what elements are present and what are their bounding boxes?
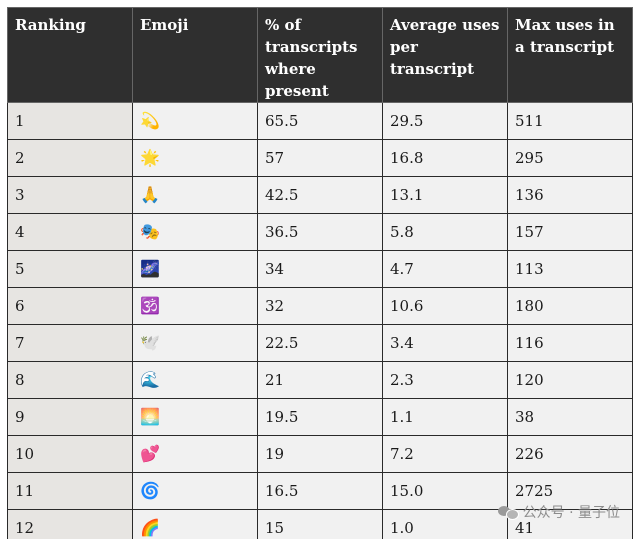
cell-max: 511 (507, 102, 633, 140)
header-average-uses: Average uses per transcript (382, 7, 508, 103)
cell-emoji: 🌅 (132, 398, 258, 436)
cell-emoji: 🙏 (132, 176, 258, 214)
cell-emoji: 🕊️ (132, 324, 258, 362)
header-percent-transcripts: % of transcripts where present (257, 7, 383, 103)
table-header: Ranking Emoji % of transcripts where pre… (7, 7, 633, 103)
watermark: 公众号 · 量子位 (497, 502, 620, 522)
cell-percent: 34 (257, 250, 383, 288)
cell-emoji: 🕉️ (132, 287, 258, 325)
cell-max: 226 (507, 435, 633, 473)
cell-percent: 36.5 (257, 213, 383, 251)
cell-percent: 42.5 (257, 176, 383, 214)
table-row: 4 🎭 36.5 5.8 157 (7, 213, 633, 251)
cell-max: 38 (507, 398, 633, 436)
cell-max: 180 (507, 287, 633, 325)
cell-average: 4.7 (382, 250, 508, 288)
cell-rank: 12 (7, 509, 133, 539)
watermark-text: 公众号 · 量子位 (522, 505, 620, 521)
cell-percent: 57 (257, 139, 383, 177)
cell-average: 10.6 (382, 287, 508, 325)
header-row: Ranking Emoji % of transcripts where pre… (7, 7, 633, 103)
cell-rank: 10 (7, 435, 133, 473)
cell-average: 16.8 (382, 139, 508, 177)
cell-max: 113 (507, 250, 633, 288)
table-row: 10 💕 19 7.2 226 (7, 435, 633, 473)
cell-emoji: 💫 (132, 102, 258, 140)
cell-emoji: 🎭 (132, 213, 258, 251)
cell-percent: 16.5 (257, 472, 383, 510)
cell-rank: 6 (7, 287, 133, 325)
cell-emoji: 🌟 (132, 139, 258, 177)
cell-max: 41 (507, 509, 633, 539)
cell-emoji: 🌀 (132, 472, 258, 510)
table-row: 6 🕉️ 32 10.6 180 (7, 287, 633, 325)
table-row: 11 🌀 16.5 15.0 2725 (7, 472, 633, 510)
cell-rank: 2 (7, 139, 133, 177)
table-row: 1 💫 65.5 29.5 511 (7, 102, 633, 140)
cell-rank: 5 (7, 250, 133, 288)
table-row: 7 🕊️ 22.5 3.4 116 (7, 324, 633, 362)
cell-average: 2.3 (382, 361, 508, 399)
table-row: 5 🌌 34 4.7 113 (7, 250, 633, 288)
table-row: 12 🌈 15 1.0 41 (7, 509, 633, 539)
table-row: 2 🌟 57 16.8 295 (7, 139, 633, 177)
header-emoji: Emoji (132, 7, 258, 103)
cell-emoji: 🌊 (132, 361, 258, 399)
cell-max: 116 (507, 324, 633, 362)
header-ranking: Ranking (7, 7, 133, 103)
cell-max: 120 (507, 361, 633, 399)
cell-emoji: 🌈 (132, 509, 258, 539)
table-body: 1 💫 65.5 29.5 511 2 🌟 57 16.8 295 3 🙏 42… (7, 102, 633, 539)
cell-rank: 4 (7, 213, 133, 251)
cell-average: 7.2 (382, 435, 508, 473)
cell-rank: 11 (7, 472, 133, 510)
wechat-icon (497, 504, 519, 520)
emoji-usage-table: Ranking Emoji % of transcripts where pre… (7, 7, 633, 539)
cell-rank: 7 (7, 324, 133, 362)
cell-percent: 19 (257, 435, 383, 473)
cell-max: 295 (507, 139, 633, 177)
cell-average: 29.5 (382, 102, 508, 140)
cell-percent: 22.5 (257, 324, 383, 362)
cell-average: 1.0 (382, 509, 508, 539)
table-row: 3 🙏 42.5 13.1 136 (7, 176, 633, 214)
table-row: 9 🌅 19.5 1.1 38 (7, 398, 633, 436)
cell-rank: 9 (7, 398, 133, 436)
cell-average: 15.0 (382, 472, 508, 510)
cell-percent: 15 (257, 509, 383, 539)
cell-max: 136 (507, 176, 633, 214)
cell-percent: 65.5 (257, 102, 383, 140)
cell-rank: 3 (7, 176, 133, 214)
cell-average: 3.4 (382, 324, 508, 362)
cell-percent: 19.5 (257, 398, 383, 436)
cell-percent: 21 (257, 361, 383, 399)
cell-emoji: 💕 (132, 435, 258, 473)
header-max-uses: Max uses in a transcript (507, 7, 633, 103)
cell-max: 2725 (507, 472, 633, 510)
cell-percent: 32 (257, 287, 383, 325)
cell-average: 13.1 (382, 176, 508, 214)
table-row: 8 🌊 21 2.3 120 (7, 361, 633, 399)
cell-average: 5.8 (382, 213, 508, 251)
cell-rank: 8 (7, 361, 133, 399)
cell-average: 1.1 (382, 398, 508, 436)
cell-max: 157 (507, 213, 633, 251)
cell-emoji: 🌌 (132, 250, 258, 288)
cell-rank: 1 (7, 102, 133, 140)
